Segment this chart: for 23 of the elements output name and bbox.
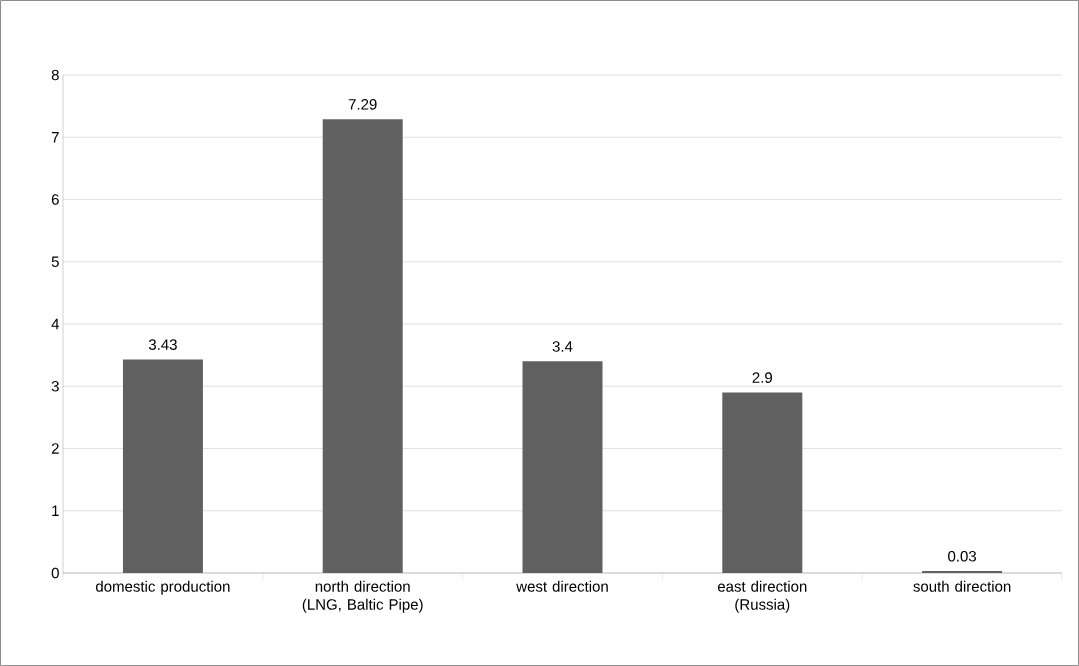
y-tick-label: 4 (51, 318, 60, 330)
y-tick-label: 6 (51, 194, 59, 205)
data-label: 7.29 (348, 99, 377, 110)
bar (322, 119, 403, 573)
bar (722, 392, 803, 573)
y-tick-label: 5 (51, 256, 59, 267)
y-tick-label: 1 (52, 505, 59, 516)
bar (522, 361, 603, 573)
y-tick-label: 0 (51, 567, 59, 579)
data-label: 3.43 (148, 339, 177, 350)
y-tick-label: 8 (51, 69, 59, 81)
x-tick-label: north direction (LNG, Baltic Pipe) (302, 580, 423, 613)
y-tick-label: 7 (51, 132, 59, 143)
y-tick-label: 3 (51, 380, 59, 392)
y-tick-label: 2 (51, 443, 59, 454)
x-tick-label: south direction (913, 580, 1011, 592)
data-label: 0.03 (948, 550, 977, 562)
data-label: 3.4 (552, 341, 573, 352)
x-tick-label: domestic production (96, 580, 230, 595)
bar (122, 359, 203, 573)
x-tick-label: east direction (Russia) (717, 580, 807, 613)
x-tick-label: west direction (516, 580, 608, 592)
data-label: 2.9 (752, 372, 772, 383)
